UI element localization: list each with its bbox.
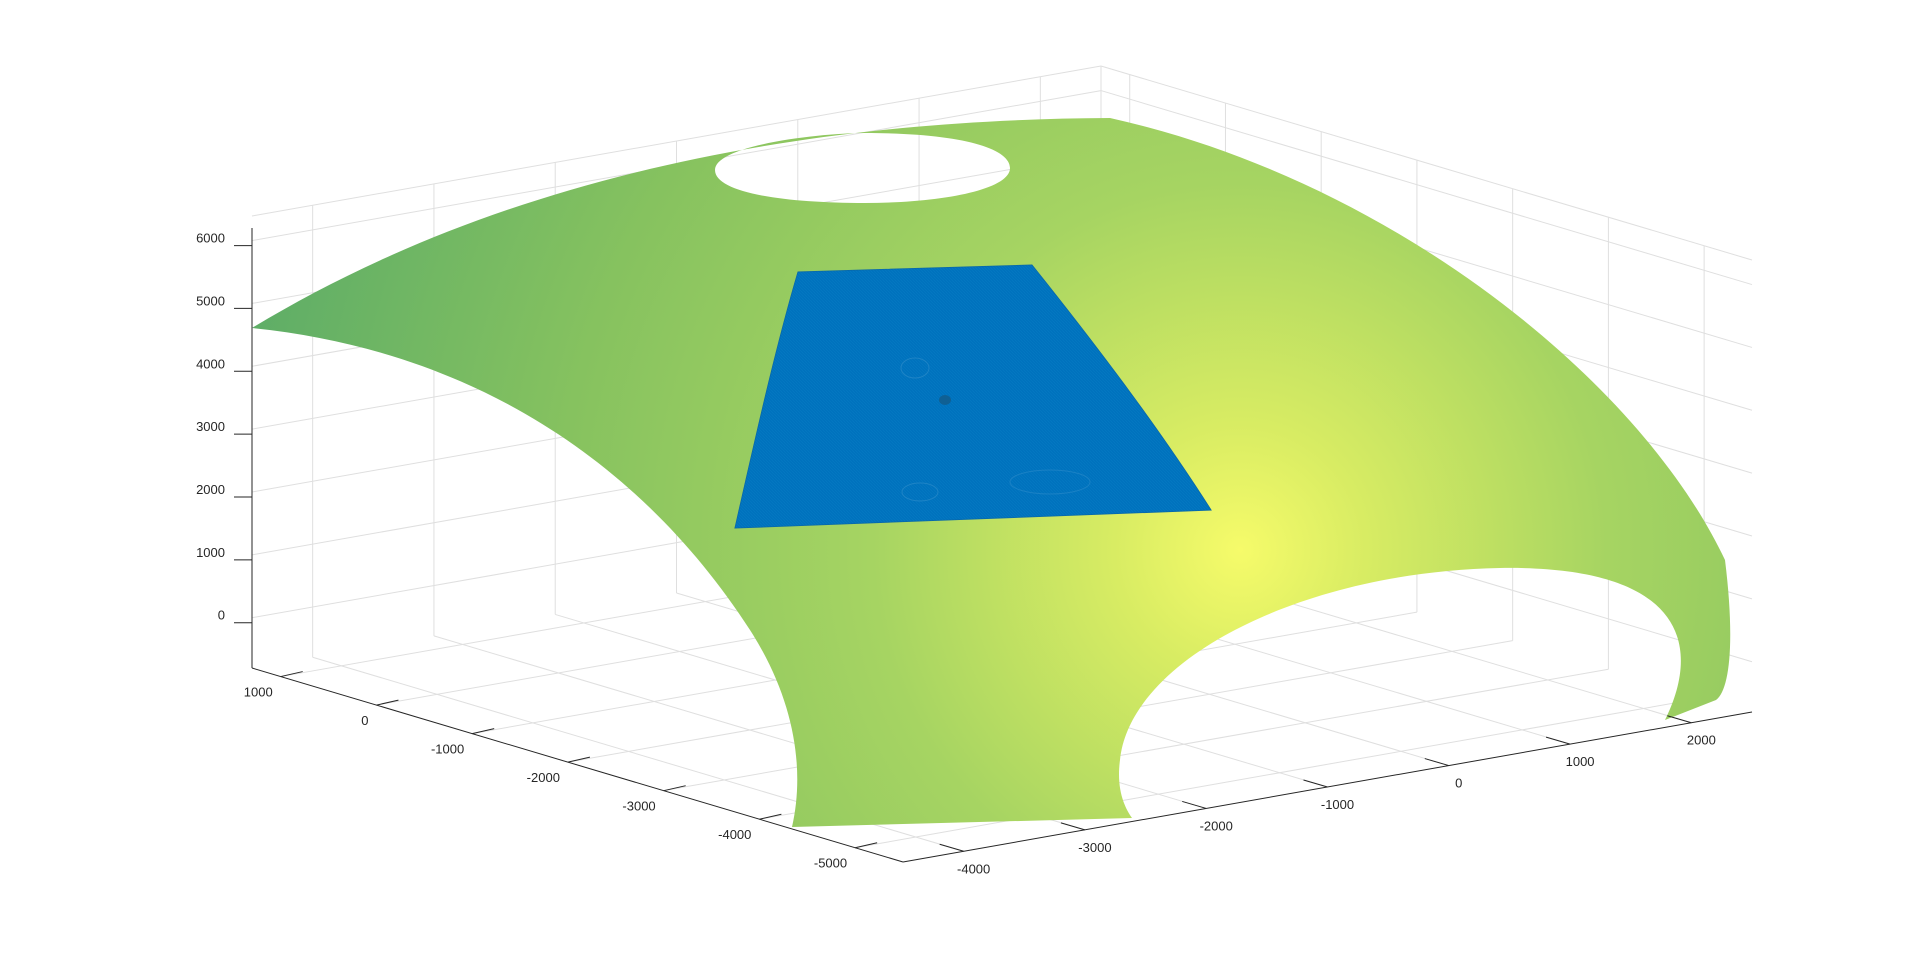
z-tick-label: 3000 <box>196 419 225 434</box>
x-tick-label: -1000 <box>1321 797 1354 812</box>
x-tick <box>939 843 964 852</box>
mesh-moire <box>1009 469 1091 495</box>
y-gridline <box>855 697 1705 849</box>
x-tick <box>1182 800 1207 809</box>
mesh-moire <box>900 357 930 379</box>
z-tick-label: 1000 <box>196 545 225 560</box>
x-tick <box>1545 736 1571 745</box>
y-tick-label: -3000 <box>622 799 655 814</box>
y-tick <box>663 785 686 792</box>
y-tick-label: -5000 <box>814 856 847 871</box>
z-tick-label: 2000 <box>196 482 225 497</box>
x-tick-label: 0 <box>1455 776 1462 791</box>
x-tick-label: -2000 <box>1200 818 1233 833</box>
y-tick-label: -1000 <box>431 742 464 757</box>
z-tick-label: 0 <box>218 608 225 623</box>
y-tick <box>280 671 303 678</box>
z-tick-label: 5000 <box>196 293 225 308</box>
x-tick-label: 2000 <box>1687 733 1716 748</box>
y-axis-line <box>251 667 904 863</box>
y-tick-label: 0 <box>361 713 368 728</box>
axis-layer: 0 1000 2000 3000 4000 5000 6000 1000 0 -1000 -2000… <box>196 228 1753 876</box>
y-tick-label: -4000 <box>718 827 751 842</box>
y-tick-label: -2000 <box>527 770 560 785</box>
x-tick <box>1060 822 1086 831</box>
y-tick <box>855 842 878 849</box>
box-edge <box>1100 65 1753 261</box>
x-tick <box>1424 758 1449 767</box>
y-tick <box>567 756 591 763</box>
y-tick-label: 1000 <box>244 685 273 700</box>
mesh-moire <box>901 482 939 502</box>
mesh-texture <box>735 265 1211 528</box>
x-tick-label: 1000 <box>1566 754 1595 769</box>
x-tick-label: -4000 <box>957 861 990 876</box>
y-tick <box>472 728 495 735</box>
z-gridline <box>1100 90 1753 286</box>
mesh-moire <box>939 395 951 405</box>
x-tick <box>1667 715 1692 724</box>
y-tick <box>376 699 399 706</box>
x-tick-label: -3000 <box>1078 840 1111 855</box>
z-tick-label: 6000 <box>196 231 225 246</box>
z-tick-label: 4000 <box>196 356 225 371</box>
y-tick <box>759 813 782 820</box>
x-tick <box>1303 779 1328 788</box>
